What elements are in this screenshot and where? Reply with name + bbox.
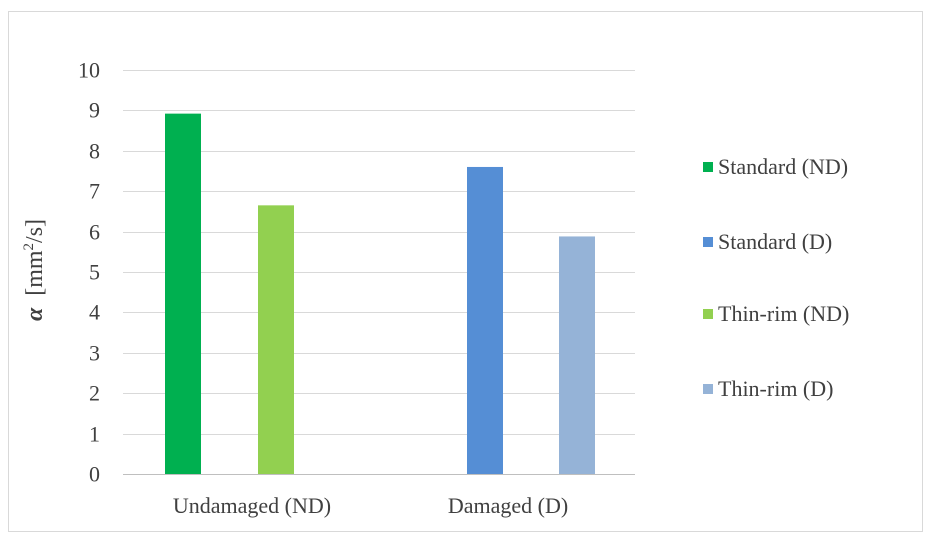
y-tick-label: 1 [89, 422, 100, 447]
chart-border [8, 11, 923, 532]
y-tick-label: 6 [89, 220, 100, 245]
legend-label: Standard (ND) [718, 154, 848, 179]
legend-swatch [703, 162, 713, 172]
x-axis-labels: Undamaged (ND) Damaged (D) [173, 493, 568, 518]
legend-swatch [703, 384, 713, 394]
legend-label: Thin-rim (ND) [718, 301, 849, 326]
y-tick-label: 0 [89, 462, 100, 487]
legend-label: Thin-rim (D) [718, 376, 833, 401]
bar [258, 205, 294, 474]
y-tick-label: 5 [89, 260, 100, 285]
gridlines [123, 70, 635, 435]
y-axis-label-symbol: α [22, 307, 48, 321]
bar [559, 236, 595, 474]
legend-label: Standard (D) [718, 229, 832, 254]
legend: Standard (ND) Standard (D) Thin-rim (ND) Th… [703, 154, 849, 401]
legend-swatch [703, 237, 713, 247]
bar [467, 166, 503, 474]
y-axis-label-unit-end: /s] [22, 219, 48, 243]
y-tick-label: 4 [89, 300, 100, 325]
bars [165, 113, 595, 474]
legend-swatch [703, 309, 713, 319]
y-tick-label: 7 [89, 179, 100, 204]
y-tick-label: 8 [89, 139, 100, 164]
x-category-label: Damaged (D) [448, 493, 568, 518]
y-axis-label-unit: [mm [22, 250, 48, 296]
y-tick-label: 9 [89, 98, 100, 123]
y-tick-label: 10 [78, 58, 100, 83]
y-axis-label: α [mm2/s] [21, 219, 48, 321]
bar [165, 113, 201, 474]
y-tick-label: 2 [89, 381, 100, 406]
y-axis-ticks: 0 1 2 3 4 5 6 7 8 9 10 [78, 58, 100, 487]
y-axis-label-superscript: 2 [21, 243, 37, 251]
x-category-label: Undamaged (ND) [173, 493, 331, 518]
y-tick-label: 3 [89, 341, 100, 366]
